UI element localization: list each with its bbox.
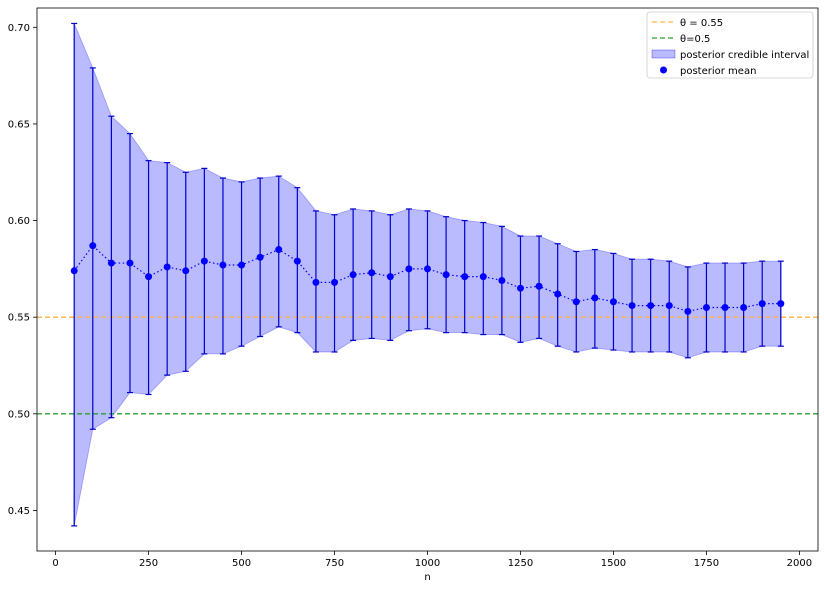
x-tick-label: 250	[139, 558, 158, 569]
posterior-mean-point	[572, 298, 580, 306]
posterior-mean-point	[219, 261, 227, 269]
posterior-mean-point	[665, 302, 673, 310]
posterior-mean-point	[331, 278, 339, 286]
y-tick-label: 0.45	[8, 506, 30, 517]
x-tick-label: 1000	[415, 558, 440, 569]
posterior-mean-point	[145, 273, 153, 281]
posterior-mean-point	[554, 290, 562, 298]
posterior-mean-point	[684, 307, 692, 315]
posterior-mean-point	[702, 304, 710, 312]
posterior-mean-point	[424, 265, 431, 273]
y-tick-label: 0.65	[8, 119, 30, 130]
posterior-mean-point	[721, 304, 729, 312]
axes: 0 250 500 750 1000 1250 1500 1750 2000 0.45 0.50 0.…	[8, 23, 812, 569]
plot-area	[37, 22, 818, 527]
posterior-mean-point	[238, 261, 246, 269]
x-tick-label: 1750	[694, 558, 719, 569]
x-tick-label: 750	[325, 558, 344, 569]
posterior-mean-point	[163, 263, 171, 271]
y-tick-label: 0.70	[8, 23, 30, 34]
posterior-mean-point	[777, 300, 785, 308]
posterior-mean-point	[200, 257, 208, 265]
posterior-mean-point	[647, 302, 655, 310]
x-tick-label: 2000	[787, 558, 812, 569]
posterior-mean-point	[349, 271, 357, 279]
y-tick-label: 0.50	[8, 409, 30, 420]
posterior-mean-point	[442, 271, 450, 279]
posterior-mean-point	[758, 300, 766, 308]
legend-box	[646, 11, 814, 79]
legend-swatch-credible-interval	[651, 49, 676, 59]
legend-label-posterior-mean: posterior mean	[680, 66, 756, 77]
posterior-mean-point	[293, 257, 301, 265]
posterior-mean-point	[405, 265, 413, 273]
x-tick-label: 0	[52, 558, 58, 569]
x-axis-label: n	[424, 572, 430, 583]
posterior-mean-point	[479, 273, 487, 281]
posterior-mean-point	[275, 246, 283, 254]
y-tick-label: 0.60	[8, 216, 30, 227]
posterior-mean-point	[368, 269, 376, 277]
posterior-mean-point	[535, 282, 543, 290]
x-tick-label: 1250	[508, 558, 533, 569]
legend-label-theta-05: θ=0.5	[680, 34, 710, 45]
x-tick-label: 1500	[601, 558, 626, 569]
legend-label-theta-055: θ = 0.55	[680, 18, 723, 29]
posterior-mean-point	[70, 267, 78, 275]
posterior-mean-point	[461, 273, 469, 281]
legend: θ = 0.55 θ=0.5 posterior credible interv…	[646, 11, 814, 79]
posterior-mean-point	[498, 276, 506, 284]
posterior-mean-point	[740, 304, 748, 312]
x-tick-label: 500	[232, 558, 251, 569]
posterior-mean-point	[107, 259, 115, 267]
posterior-mean-point	[89, 242, 97, 250]
y-tick-label: 0.55	[8, 313, 30, 324]
posterior-mean-point	[628, 302, 636, 310]
posterior-mean-point	[609, 298, 617, 306]
posterior-mean-point	[312, 278, 320, 286]
posterior-mean-point	[256, 253, 264, 261]
legend-label-credible-interval: posterior credible interval	[680, 50, 809, 61]
posterior-mean-point	[591, 294, 599, 302]
posterior-mean-point	[126, 259, 134, 267]
posterior-mean-line	[73, 244, 781, 312]
posterior-mean-point	[386, 273, 394, 281]
posterior-mean-point	[516, 284, 524, 292]
legend-swatch-posterior-mean	[660, 66, 667, 74]
posterior-mean-point	[182, 267, 190, 275]
